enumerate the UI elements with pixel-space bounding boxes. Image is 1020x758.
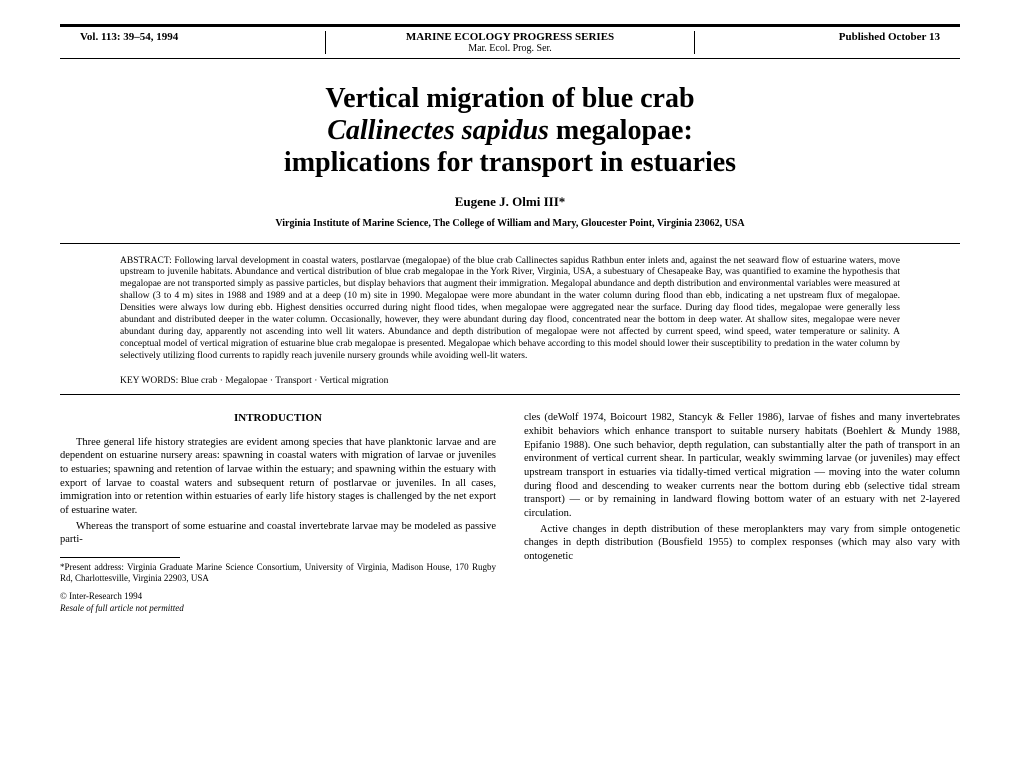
divider [60,394,960,395]
paragraph: Three general life history strategies ar… [60,436,496,518]
journal-title: MARINE ECOLOGY PROGRESS SERIES [326,31,694,43]
title-line3: implications for transport in estuaries [60,147,960,179]
paragraph: Active changes in depth distribution of … [524,523,960,564]
abstract-text: Following larval development in coastal … [120,256,900,361]
abstract: ABSTRACT: Following larval development i… [120,256,900,363]
paragraph: cles (deWolf 1974, Boicourt 1982, Stancy… [524,411,960,520]
footnote-divider [60,557,180,558]
section-heading: INTRODUCTION [60,411,496,425]
volume-info: Vol. 113: 39–54, 1994 [60,31,326,54]
keywords-text: Blue crab · Megalopae · Transport · Vert… [178,376,388,386]
journal-abbrev: Mar. Ecol. Prog. Ser. [326,43,694,54]
copyright: © Inter-Research 1994 [60,591,496,603]
title-line2: Callinectes sapidus megalopae: [60,115,960,147]
title-line2-rest: megalopae: [549,115,693,146]
body-text: INTRODUCTION Three general life history … [60,411,960,614]
abstract-label: ABSTRACT: [120,256,172,266]
journal-header: Vol. 113: 39–54, 1994 MARINE ECOLOGY PRO… [60,24,960,59]
column-left: INTRODUCTION Three general life history … [60,411,496,614]
journal-name: MARINE ECOLOGY PROGRESS SERIES Mar. Ecol… [326,31,695,54]
keywords-label: KEY WORDS: [120,376,178,386]
species-name: Callinectes sapidus [327,115,549,146]
author-affiliation: Virginia Institute of Marine Science, Th… [60,218,960,229]
divider [60,243,960,244]
article-title: Vertical migration of blue crab Callinec… [60,83,960,180]
keywords: KEY WORDS: Blue crab · Megalopae · Trans… [120,376,900,386]
publish-date: Published October 13 [695,31,960,54]
author-name: Eugene J. Olmi III* [60,194,960,210]
paragraph: Whereas the transport of some estuarine … [60,520,496,547]
column-right: cles (deWolf 1974, Boicourt 1982, Stancy… [524,411,960,614]
footnote: *Present address: Virginia Graduate Mari… [60,562,496,584]
resale-note: Resale of full article not permitted [60,603,496,615]
title-line1: Vertical migration of blue crab [60,83,960,115]
